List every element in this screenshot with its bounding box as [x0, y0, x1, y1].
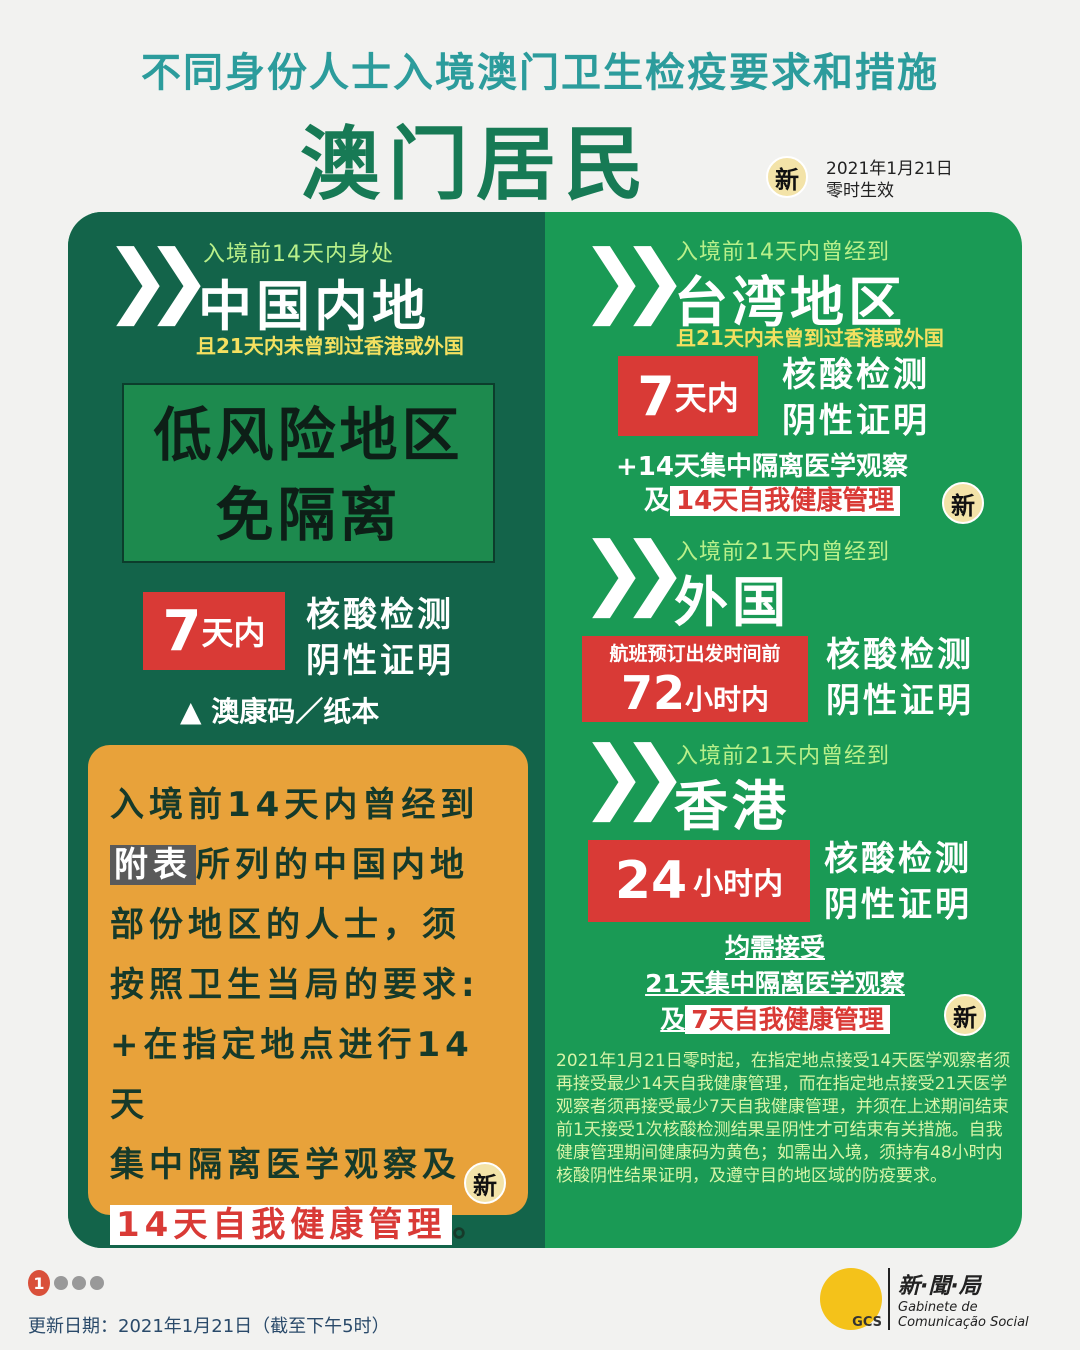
- and: 及: [644, 486, 671, 516]
- hours-box: 24 小时内: [588, 840, 810, 922]
- foreign-pre: 入境前21天内曾经到: [676, 540, 890, 565]
- new-badge: 新: [464, 1162, 506, 1204]
- test-1: 核酸检测: [826, 635, 974, 675]
- orange-notice: 入境前14天内曾经到 附表 所列的中国内地 部份地区的人士，须 按照卫生当局的要求…: [88, 745, 528, 1245]
- hours-box: 航班预订出发时间前 72小时内: [582, 636, 808, 722]
- test-1: 核酸检测: [782, 355, 930, 395]
- logo-pt1: Gabinete de: [898, 1300, 978, 1315]
- days-box: 7 天内: [618, 356, 758, 436]
- flight-note: 航班预订出发时间前: [609, 642, 781, 665]
- low-risk-text: 低风险地区: [153, 401, 464, 469]
- test-requirement: 核酸检测 阴性证明: [782, 352, 930, 444]
- quarantine-exempt-text: 免隔离: [215, 481, 402, 549]
- effective-note: 零时生效: [826, 181, 894, 201]
- date: 2021年1月21日: [826, 159, 953, 179]
- test-2: 阴性证明: [826, 681, 974, 721]
- health-code: ▲ 澳康码／纸本: [180, 695, 380, 728]
- hk-place: 香港: [674, 775, 790, 838]
- mainland-place: 中国内地: [198, 275, 430, 338]
- chevron-icon: ❯❯: [580, 525, 688, 618]
- days-unit: 天内: [201, 614, 266, 652]
- test-requirement: 核酸检测 阴性证明: [306, 592, 454, 684]
- page-dot[interactable]: [54, 1276, 68, 1290]
- hours: 24: [614, 851, 688, 911]
- update-date: 更新日期：2021年1月21日（截至下午5时）: [28, 1316, 390, 1337]
- q1: +14天集中隔离医学观察: [616, 452, 908, 482]
- r1: 均需接受: [724, 933, 825, 962]
- line: 14天自我健康管理。: [110, 1195, 506, 1248]
- test-2: 阴性证明: [782, 401, 930, 441]
- test-1: 核酸检测: [306, 595, 454, 635]
- foreign-place: 外国: [674, 571, 790, 634]
- line: 集中隔离医学观察及: [110, 1145, 461, 1185]
- hk-pre: 入境前21天内曾经到: [676, 744, 890, 769]
- info-card: ❯❯ 入境前14天内身处 中国内地 且21天内未曾到过香港或外国 低风险地区免隔…: [68, 212, 1022, 1248]
- taiwan-pre: 入境前14天内曾经到: [676, 240, 890, 265]
- self-management: 14天自我健康管理: [110, 1205, 453, 1245]
- appendix-link[interactable]: 附表: [110, 845, 196, 885]
- r2: 21天集中隔离医学观察: [645, 969, 905, 998]
- page-dot[interactable]: [72, 1276, 86, 1290]
- taiwan-cond: 且21天内未曾到过香港或外国: [676, 326, 944, 350]
- taiwan-place: 台湾地区: [674, 271, 906, 334]
- test-2: 阴性证明: [824, 885, 972, 925]
- and: 及: [660, 1005, 686, 1034]
- mainland-cond: 且21天内未曾到过香港或外国: [196, 334, 464, 358]
- self-management: 14天自我健康管理: [670, 486, 901, 516]
- chevron-icon: ❯❯: [580, 729, 688, 822]
- hk-quarantine: 均需接受 21天集中隔离医学观察及 7天自我健康管理: [588, 930, 962, 1038]
- low-risk-box: 低风险地区 免隔离: [122, 383, 495, 563]
- self-management: 7天自我健康管理: [685, 1005, 890, 1034]
- test-1: 核酸检测: [824, 839, 972, 879]
- test-2: 阴性证明: [306, 641, 454, 681]
- gcs-logo-text: 新·聞·局 Gabinete de Comunicação Social: [888, 1268, 1029, 1330]
- line: 入境前14天内曾经到: [110, 785, 480, 825]
- line: 部份地区的人士，须: [110, 905, 461, 945]
- test-requirement: 核酸检测 阴性证明: [826, 632, 974, 724]
- logo-pt2: Comunicação Social: [898, 1315, 1029, 1330]
- hours: 72: [620, 665, 685, 720]
- days-unit: 天内: [674, 379, 739, 417]
- line: 附表 所列的中国内地: [110, 835, 506, 895]
- line: +在指定地点进行14天: [110, 1025, 474, 1125]
- taiwan-quarantine: +14天集中隔离医学观察及 14天自我健康管理: [616, 450, 908, 518]
- chevron-icon: ❯❯: [104, 233, 212, 326]
- days: 7: [162, 598, 202, 664]
- hours-unit: 小时内: [685, 682, 770, 716]
- page-indicator[interactable]: 1: [28, 1270, 104, 1296]
- text: 所列的中国内地: [196, 845, 469, 885]
- text: 。: [452, 1205, 492, 1245]
- page-subtitle: 澳门居民: [300, 118, 652, 211]
- days-box: 7 天内: [143, 592, 285, 670]
- new-badge: 新: [766, 156, 808, 198]
- new-badge: 新: [942, 482, 984, 524]
- page-title: 不同身份人士入境澳门卫生检疫要求和措施: [141, 50, 939, 96]
- gcs-logo-icon: GCS: [820, 1268, 882, 1330]
- chevron-icon: ❯❯: [580, 233, 688, 326]
- hours-unit: 小时内: [693, 867, 784, 902]
- effective-date: 2021年1月21日 零时生效: [826, 158, 953, 202]
- new-badge: 新: [944, 994, 986, 1036]
- line: 按照卫生当局的要求:: [110, 965, 480, 1005]
- days: 7: [637, 364, 675, 428]
- page-dot[interactable]: [90, 1276, 104, 1290]
- mainland-pre: 入境前14天内身处: [203, 242, 394, 267]
- page-dot-active[interactable]: 1: [28, 1270, 50, 1296]
- test-requirement: 核酸检测 阴性证明: [824, 836, 972, 928]
- logo-cn: 新·聞·局: [898, 1274, 981, 1299]
- footnote: 2021年1月21日零时起，在指定地点接受14天医学观察者须再接受最少14天自我…: [556, 1051, 1011, 1186]
